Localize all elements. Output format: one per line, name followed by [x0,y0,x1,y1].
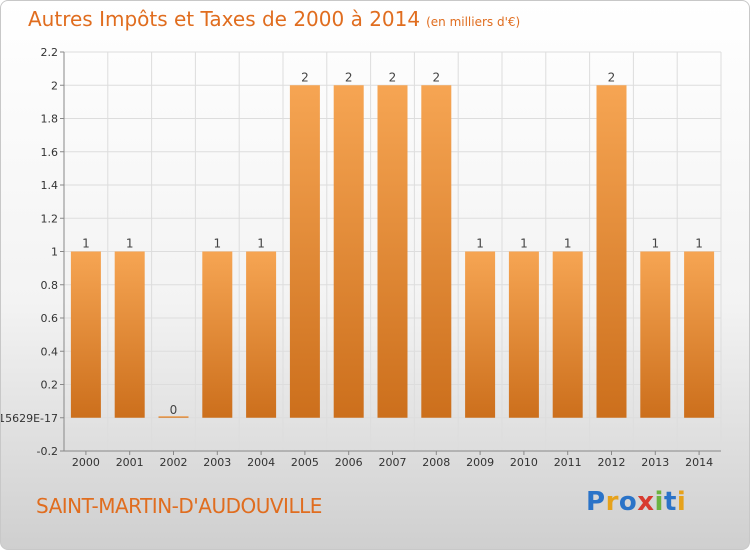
data-label-2013: 1 [651,237,659,251]
bar-2008 [421,85,452,418]
x-tick-label-2000: 2000 [72,456,100,469]
data-label-2003: 1 [213,237,221,251]
data-label-2005: 2 [301,70,309,84]
data-label-2001: 1 [126,237,134,251]
x-tick-label-2008: 2008 [422,456,450,469]
data-label-2004: 1 [257,237,265,251]
x-tick-label-2014: 2014 [685,456,713,469]
chart-title-main: Autres Impôts et Taxes de 2000 à 2014 [28,7,421,31]
logo-letter: i [654,487,664,517]
data-label-2008: 2 [432,70,440,84]
y-tick-label: -0.2 [37,445,58,458]
y-tick-label: 0.8 [41,279,59,292]
bar-2007 [377,85,408,418]
logo-letter: r [605,487,619,517]
x-tick-label-2002: 2002 [160,456,188,469]
y-tick-label: 1.4 [41,179,59,192]
bar-2006 [333,85,364,418]
x-tick-label-2001: 2001 [116,456,144,469]
logo-letter: P [586,487,606,517]
data-label-2012: 2 [608,70,616,84]
x-tick-label-2013: 2013 [641,456,669,469]
bar-2013 [640,251,671,418]
data-label-2010: 1 [520,237,528,251]
y-tick-label: 1 [51,246,58,259]
y-tick-label: 2 [51,79,58,92]
proxiti-logo[interactable]: Proxiti [586,487,686,517]
commune-name: SAINT-MARTIN-D'AUDOUVILLE [36,494,322,518]
bar-2005 [289,85,320,418]
y-tick-label: 1.2 [41,212,59,225]
x-tick-label-2006: 2006 [335,456,363,469]
data-label-2002: 0 [170,403,178,417]
bar-2000 [70,251,101,418]
y-tick-label: 0.6 [41,312,59,325]
bar-2011 [552,251,583,418]
x-tick-label-2009: 2009 [466,456,494,469]
y-tick-label: 15629E-17 [1,412,58,425]
y-tick-label: 1.6 [41,146,59,159]
bar-2004 [246,251,277,418]
data-label-2007: 2 [389,70,397,84]
y-tick-label: 1.8 [41,113,59,126]
bar-2003 [202,251,233,418]
y-tick-label: 0.2 [41,379,59,392]
data-label-2000: 1 [82,237,90,251]
x-tick-label-2011: 2011 [554,456,582,469]
logo-letter: x [637,487,655,517]
logo-letter: o [618,487,638,517]
x-tick-label-2003: 2003 [203,456,231,469]
bar-2001 [114,251,145,418]
logo-letter: t [663,487,677,517]
x-tick-label-2010: 2010 [510,456,538,469]
x-tick-label-2004: 2004 [247,456,275,469]
data-label-2014: 1 [695,237,703,251]
bar-2009 [465,251,496,418]
data-label-2006: 2 [345,70,353,84]
bar-2014 [684,251,715,418]
x-tick-label-2005: 2005 [291,456,319,469]
data-label-2009: 1 [476,237,484,251]
bar-2010 [508,251,539,418]
x-tick-label-2007: 2007 [379,456,407,469]
data-label-2011: 1 [564,237,572,251]
bar-2012 [596,85,627,418]
bar-2002 [158,416,189,418]
y-tick-label: 2.2 [41,46,59,59]
logo-letter: i [676,487,687,517]
chart-title: Autres Impôts et Taxes de 2000 à 2014 (en… [28,7,520,31]
x-tick-label-2012: 2012 [598,456,626,469]
chart-title-unit: (en milliers d'€) [426,15,521,29]
y-tick-label: 0.4 [41,345,59,358]
